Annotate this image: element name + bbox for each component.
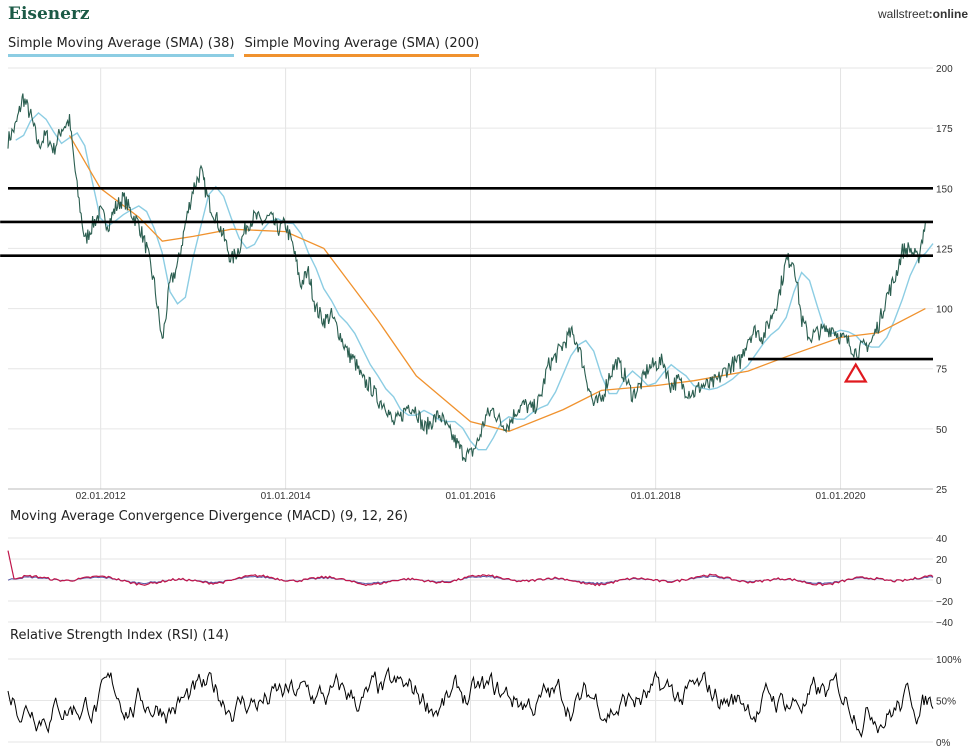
- macd-tick-label: 20: [936, 555, 948, 566]
- rsi-tick-label: 100%: [936, 655, 962, 666]
- legend-item-sma38[interactable]: Simple Moving Average (SMA) (38): [8, 36, 235, 57]
- rsi-label: Relative Strength Index (RSI) (14): [10, 628, 229, 643]
- y-tick-label: 125: [936, 244, 953, 255]
- rsi-tick-label: 0%: [936, 738, 951, 749]
- x-tick-label: 01.01.2016: [445, 491, 495, 502]
- y-tick-label: 50: [936, 425, 948, 436]
- x-tick-label: 01.01.2020: [816, 491, 866, 502]
- macd-label: Moving Average Convergence Divergence (M…: [10, 509, 408, 524]
- price-line: [7, 93, 926, 462]
- sma200-line: [68, 135, 926, 432]
- brand-logo: wallstreet:online: [877, 7, 968, 21]
- macd-line: [7, 550, 934, 587]
- y-tick-label: 25: [936, 485, 948, 496]
- y-tick-label: 200: [936, 64, 953, 75]
- triangle-marker: [843, 362, 868, 383]
- y-tick-label: 175: [936, 124, 953, 135]
- x-tick-label: 01.01.2014: [261, 491, 311, 502]
- macd-tick-label: 0: [936, 576, 942, 587]
- y-tick-label: 100: [936, 305, 953, 316]
- y-tick-label: 150: [936, 184, 953, 195]
- chart-title: Eisenerz: [8, 4, 90, 24]
- rsi-line: [7, 666, 934, 738]
- y-tick-label: 75: [936, 365, 948, 376]
- legend: Simple Moving Average (SMA) (38) Simple …: [8, 36, 480, 57]
- x-tick-label: 02.01.2012: [76, 491, 126, 502]
- macd-tick-label: 40: [936, 534, 948, 545]
- rsi-tick-label: 50%: [936, 697, 956, 708]
- macd-tick-label: −40: [936, 618, 953, 629]
- macd-tick-label: −20: [936, 597, 953, 608]
- legend-item-sma200[interactable]: Simple Moving Average (SMA) (200): [244, 36, 480, 57]
- x-tick-label: 01.01.2018: [631, 491, 681, 502]
